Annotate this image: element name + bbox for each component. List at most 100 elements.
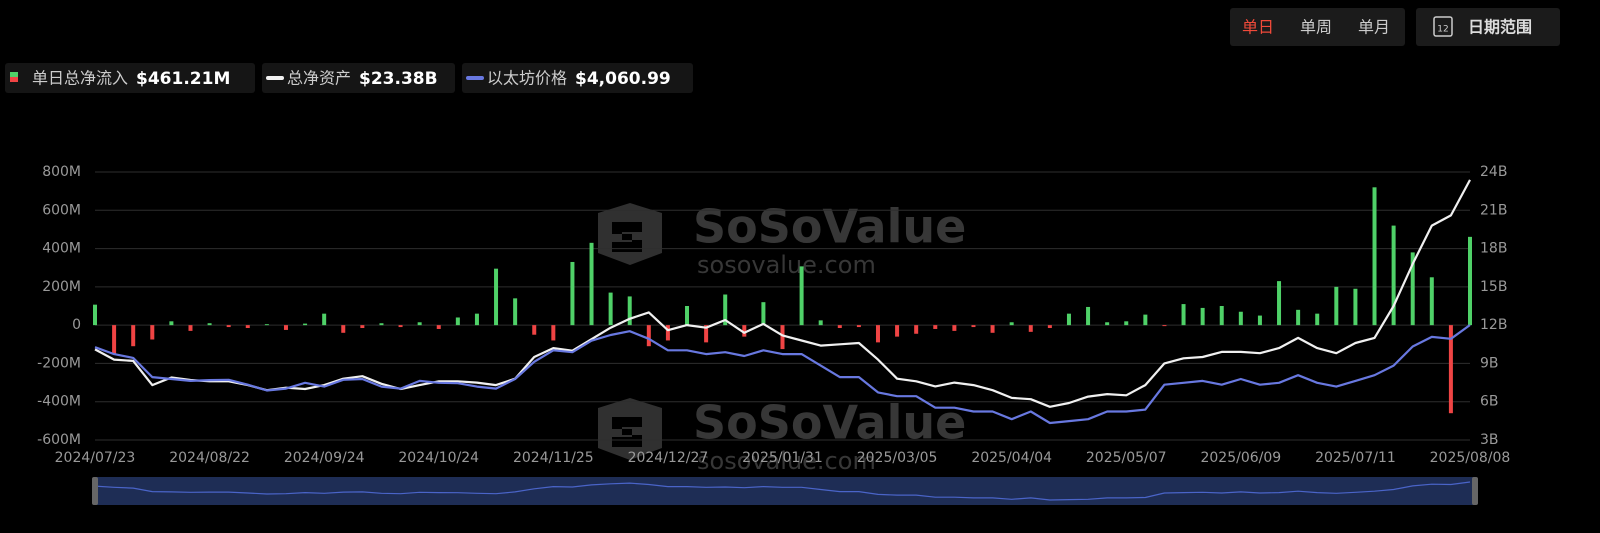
flow-bar <box>761 302 766 326</box>
series-line <box>94 179 1471 408</box>
flow-bar <box>93 304 97 326</box>
flow-bar <box>1410 252 1415 326</box>
flow-bar <box>685 306 690 326</box>
flow-bar <box>207 323 212 326</box>
watermark-brand: SoSoValue <box>693 200 966 254</box>
flow-bar <box>1028 325 1033 332</box>
legend-label: 单日总净流入 <box>32 69 128 88</box>
flow-bar <box>723 294 728 326</box>
x-tick-label: 2024/08/22 <box>169 450 250 466</box>
flow-bar <box>532 325 537 335</box>
flow-bar <box>551 325 556 341</box>
flow-bar <box>665 325 670 341</box>
legend-icon <box>10 77 18 82</box>
y2-tick-label: 3B <box>1480 432 1499 448</box>
flow-bar <box>1143 314 1148 326</box>
flow-bar <box>112 325 117 355</box>
y2-tick-label: 15B <box>1480 279 1507 295</box>
period-day[interactable]: 单日 <box>1242 18 1274 37</box>
flow-bar <box>1238 311 1243 326</box>
legend-icon <box>10 72 18 77</box>
y2-tick-label: 9B <box>1480 355 1499 371</box>
period-week[interactable]: 单周 <box>1300 18 1332 37</box>
legend-value: $461.21M <box>136 69 230 89</box>
flow-bar <box>589 242 594 326</box>
flow-bar <box>1200 307 1205 326</box>
legend-item <box>462 63 693 93</box>
flow-bar <box>1468 236 1472 326</box>
series-line <box>94 324 1471 425</box>
navigator-handle <box>92 477 98 505</box>
legend-item <box>262 63 455 93</box>
flow-bar <box>1315 313 1320 326</box>
flow-bar <box>1391 225 1396 326</box>
flow-bar <box>990 325 995 333</box>
x-tick-label: 2025/06/09 <box>1200 450 1281 466</box>
x-tick-label: 2025/05/07 <box>1086 450 1167 466</box>
y2-tick-label: 18B <box>1480 241 1507 257</box>
flow-bar <box>131 325 136 347</box>
y-tick-label: 600M <box>42 202 81 218</box>
flow-bar <box>952 325 957 331</box>
flow-bar <box>780 325 785 350</box>
flow-bar <box>933 325 938 329</box>
flow-bar <box>1353 288 1358 326</box>
flow-bar <box>875 325 880 343</box>
watermark: SoSoValue sosovalue.com SoSoValue sosova… <box>598 200 966 475</box>
flow-bar <box>1296 309 1301 326</box>
flow-bar <box>1257 315 1262 326</box>
flow-bar <box>455 317 460 326</box>
flow-bar <box>608 292 613 326</box>
watermark-url: sosovalue.com <box>697 251 876 279</box>
x-tick-label: 2024/12/27 <box>628 450 709 466</box>
navigator-line <box>94 481 1471 501</box>
flow-bar <box>303 323 308 326</box>
flow-bar <box>379 323 384 326</box>
calendar-day: 12 <box>1437 25 1448 35</box>
flow-bar <box>226 325 231 328</box>
x-tick-label: 2024/10/24 <box>398 450 479 466</box>
flow-bar <box>914 325 919 334</box>
x-tick-label: 2025/04/04 <box>971 450 1052 466</box>
y-tick-label: 0 <box>72 317 81 333</box>
flow-bar <box>856 325 861 328</box>
flow-bar <box>264 324 269 326</box>
y2-tick-label: 21B <box>1480 202 1507 218</box>
flow-bar <box>474 313 479 326</box>
flow-bar <box>1162 325 1167 327</box>
flow-bar <box>1372 187 1377 326</box>
legend-item <box>5 63 255 93</box>
flow-bar <box>704 325 709 343</box>
y-tick-label: 400M <box>42 241 81 257</box>
flow-bar <box>837 325 842 329</box>
y-tick-label: -400M <box>37 394 81 410</box>
period-month[interactable]: 单月 <box>1358 18 1390 37</box>
flow-bar <box>513 298 518 326</box>
flow-bar <box>360 325 365 329</box>
x-tick-label: 2025/01/31 <box>742 450 823 466</box>
flow-bar <box>398 325 403 328</box>
date-range-label[interactable]: 日期范围 <box>1468 18 1532 37</box>
flow-bar <box>1009 322 1014 326</box>
flow-bar <box>188 325 193 331</box>
flow-bar <box>1277 281 1282 326</box>
flow-bar <box>1219 306 1224 326</box>
flow-bar <box>799 266 804 326</box>
flow-bar <box>742 325 747 337</box>
legend-value: $23.38B <box>359 69 438 89</box>
x-tick-label: 2025/03/05 <box>857 450 938 466</box>
flow-bar <box>341 325 346 333</box>
y-tick-label: -600M <box>37 432 81 448</box>
y2-tick-label: 24B <box>1480 164 1507 180</box>
calendar-icon <box>1433 16 1453 37</box>
legend-label: 总净资产 <box>287 69 351 88</box>
flow-bar <box>436 325 441 329</box>
watermark-brand: SoSoValue <box>693 396 966 450</box>
y-tick-label: 800M <box>42 164 81 180</box>
flow-bar <box>150 325 155 340</box>
flow-bar <box>417 322 422 326</box>
flow-bar <box>895 325 900 337</box>
flow-bar <box>283 325 288 330</box>
